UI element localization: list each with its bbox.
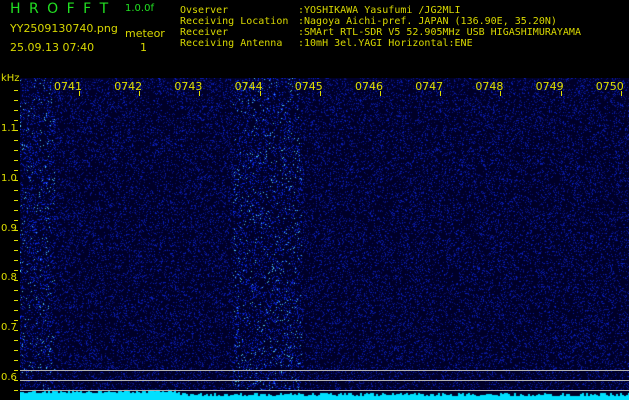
reference-line <box>20 370 629 371</box>
reference-line <box>20 390 629 391</box>
y-tick <box>14 170 18 171</box>
info-value: :SMArt RTL-SDR V5 52.905MHz USB HIGASHIM… <box>298 27 581 38</box>
y-tick <box>14 290 18 291</box>
y-tick <box>14 90 18 91</box>
y-tick <box>14 250 18 251</box>
detection-count: 1 <box>140 41 147 54</box>
y-tick <box>14 190 18 191</box>
y-tick <box>14 150 18 151</box>
y-tick <box>14 270 18 271</box>
y-tick <box>14 240 18 241</box>
y-tick <box>14 220 18 221</box>
info-row: Ovserver :YOSHIKAWA Yasufumi /JG2MLI <box>180 5 581 16</box>
y-tick <box>14 370 18 371</box>
spectrogram-canvas <box>20 78 629 400</box>
y-tick <box>14 300 18 301</box>
y-tick <box>14 360 18 361</box>
y-tick <box>14 160 18 161</box>
y-tick <box>14 340 18 341</box>
x-tick-label: 0745 <box>294 80 323 93</box>
y-tick <box>14 180 18 181</box>
y-tick <box>14 120 18 121</box>
x-tick <box>500 91 502 96</box>
x-tick <box>380 91 381 96</box>
info-value: :YOSHIKAWA Yasufumi /JG2MLI <box>298 5 461 16</box>
app-title: H R O F F T <box>10 1 111 17</box>
x-tick-label: 0741 <box>54 80 82 93</box>
y-tick-label: 0.9 <box>1 222 17 234</box>
y-tick <box>14 130 18 131</box>
x-tick <box>620 91 622 96</box>
x-tick-label: 0747 <box>415 80 444 93</box>
spectrogram <box>20 78 629 400</box>
info-value: :10mH 3el.YAGI Horizontal:ENE <box>298 38 473 49</box>
y-tick <box>14 310 18 311</box>
info-value: :Nagoya Aichi-pref. JAPAN (136.90E, 35.2… <box>298 16 557 27</box>
y-tick <box>14 390 18 391</box>
y-tick-label: 0.6 <box>1 372 17 383</box>
x-tick-label: 0749 <box>535 80 564 93</box>
info-key: Receiving Location <box>180 16 289 27</box>
x-tick <box>79 91 80 96</box>
y-tick <box>14 110 18 111</box>
y-tick-label: 0.8 <box>1 272 17 284</box>
x-tick-label: 0748 <box>475 80 504 93</box>
y-tick <box>14 320 18 321</box>
x-tick <box>259 91 261 96</box>
y-tick <box>14 350 18 351</box>
info-key: Receiving Antenna <box>180 38 283 49</box>
x-tick <box>319 91 321 96</box>
y-tick <box>14 260 18 261</box>
station-info: Ovserver :YOSHIKAWA Yasufumi /JG2MLI Rece… <box>180 5 581 49</box>
info-key: Receiver <box>180 27 229 38</box>
file-datetime: 25.09.13 07:40 <box>10 41 95 54</box>
reference-line <box>20 380 629 381</box>
y-tick <box>14 140 18 141</box>
info-row: Receiver :SMArt RTL-SDR V5 52.905MHz USB … <box>180 27 581 38</box>
x-tick-label: 0750 <box>595 80 624 93</box>
x-tick <box>440 91 442 96</box>
file-name: YY2509130740.png <box>10 22 118 35</box>
x-tick <box>139 91 141 96</box>
detection-label: meteor <box>125 27 165 40</box>
info-row: Receiving Location :Nagoya Aichi-pref. JA… <box>180 16 581 27</box>
y-tick-label: 0.7 <box>1 322 17 334</box>
x-tick-label: 0743 <box>174 80 203 93</box>
app-version: 1.0.0f <box>125 3 154 14</box>
info-key: Ovserver <box>180 5 229 16</box>
y-tick <box>14 230 18 231</box>
y-tick <box>14 200 18 201</box>
y-tick <box>14 330 18 331</box>
info-row: Receiving Antenna :10mH 3el.YAGI Horizont… <box>180 38 581 49</box>
y-tick <box>14 210 18 211</box>
y-unit-label: kHz <box>1 73 20 84</box>
y-tick-label: 1.0 <box>1 172 17 184</box>
x-tick-label: 0744 <box>234 80 263 93</box>
x-tick-label: 0742 <box>114 80 143 93</box>
y-tick <box>14 280 18 281</box>
x-tick <box>199 91 201 96</box>
x-tick-label: 0746 <box>355 80 383 93</box>
y-tick-label: 1.1 <box>1 123 17 134</box>
x-tick <box>560 91 562 96</box>
y-tick <box>14 100 18 101</box>
y-tick <box>14 380 18 381</box>
